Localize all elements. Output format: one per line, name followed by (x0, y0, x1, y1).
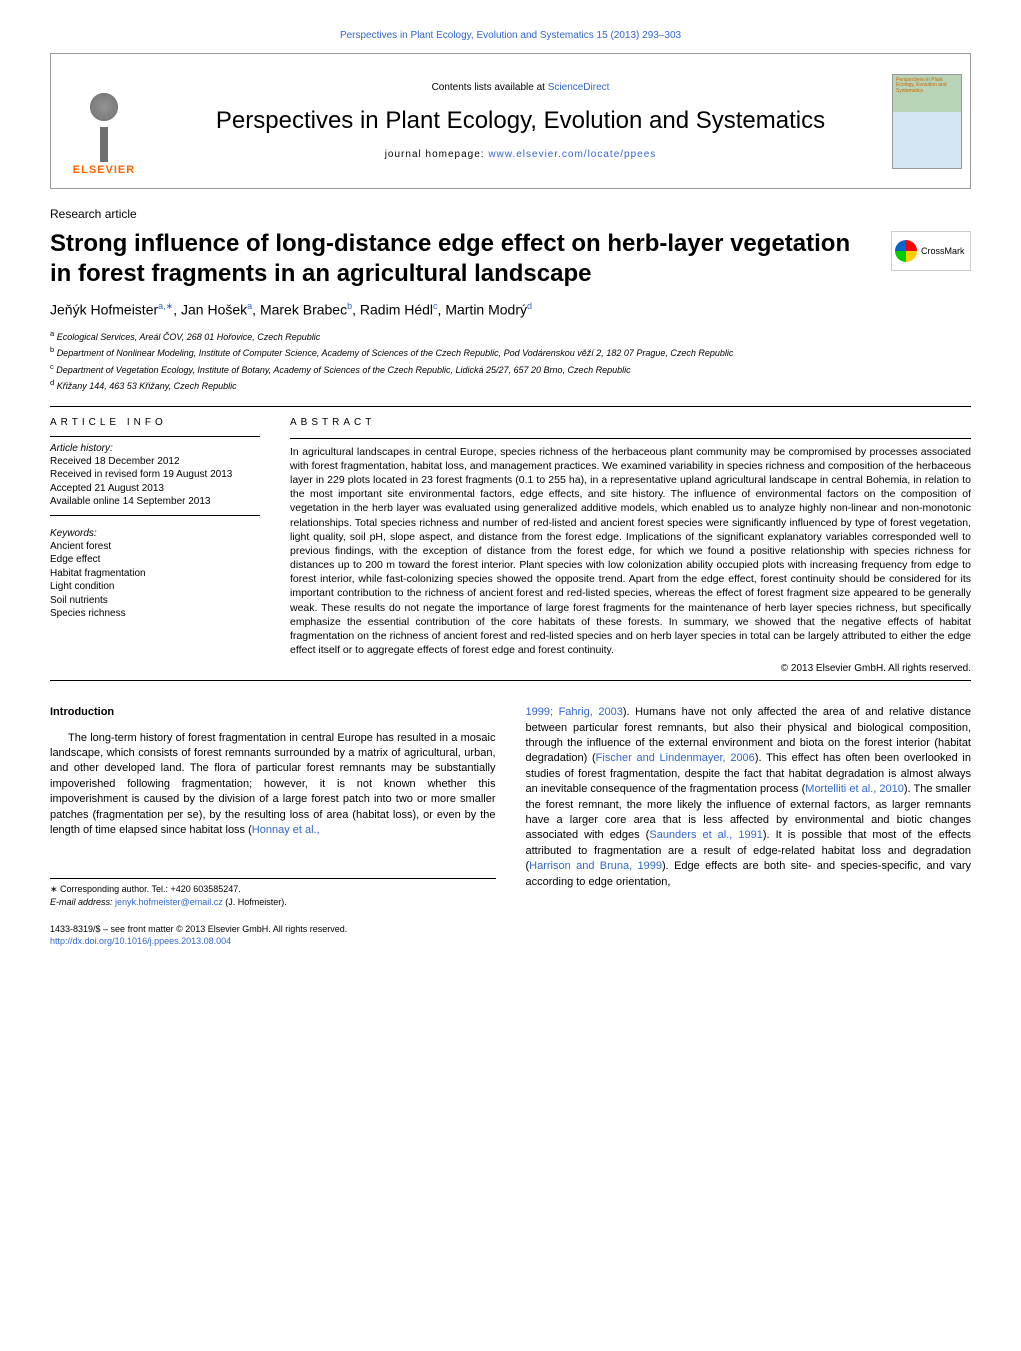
journal-cover-thumbnail: Perspectives in Plant Ecology, Evolution… (892, 74, 962, 169)
email-line: E-mail address: jenyk.hofmeister@email.c… (50, 896, 496, 909)
history-revised: Received in revised form 19 August 2013 (50, 468, 260, 482)
keyword-2: Habitat fragmentation (50, 567, 260, 581)
article-info-heading: article info (50, 417, 260, 428)
contents-prefix: Contents lists available at (432, 82, 548, 93)
article-title: Strong influence of long-distance edge e… (50, 229, 971, 289)
keywords-heading: Keywords: (50, 528, 260, 539)
citation-fahrig[interactable]: 1999; Fahrig, 2003 (526, 706, 623, 718)
citation-saunders[interactable]: Saunders et al., 1991 (649, 829, 762, 841)
email-link[interactable]: jenyk.hofmeister@email.cz (115, 897, 223, 907)
doi-link[interactable]: http://dx.doi.org/10.1016/j.ppees.2013.0… (50, 936, 231, 946)
issn-text: 1433-8319/$ – see front matter © 2013 El… (50, 923, 971, 936)
article-type-label: Research article (50, 207, 971, 221)
journal-title: Perspectives in Plant Ecology, Evolution… (149, 107, 892, 135)
history-online: Available online 14 September 2013 (50, 495, 260, 509)
elsevier-logo: ELSEVIER (59, 66, 149, 176)
abstract-copyright: © 2013 Elsevier GmbH. All rights reserve… (290, 663, 971, 674)
history-accepted: Accepted 21 August 2013 (50, 482, 260, 496)
history-heading: Article history: (50, 443, 260, 454)
rule-info-2 (50, 515, 260, 516)
keywords-block: Keywords: Ancient forest Edge effect Hab… (50, 528, 260, 621)
author-1: Jeňýk Hofmeister (50, 302, 158, 318)
journal-reference-header: Perspectives in Plant Ecology, Evolution… (50, 30, 971, 41)
history-received: Received 18 December 2012 (50, 455, 260, 469)
body-two-column: Introduction The long-term history of fo… (50, 705, 971, 908)
author-3-sep: , Marek Brabec (252, 302, 347, 318)
footnotes-block: ∗ Corresponding author. Tel.: +420 60358… (50, 878, 496, 908)
rule-above-info (50, 406, 971, 407)
footer-issn-line: 1433-8319/$ – see front matter © 2013 El… (50, 923, 971, 948)
abstract-column: abstract In agricultural landscapes in c… (290, 417, 971, 675)
citation-harrison[interactable]: Harrison and Bruna, 1999 (529, 860, 662, 872)
cover-title-text: Perspectives in Plant Ecology, Evolution… (893, 75, 961, 98)
introduction-heading: Introduction (50, 705, 496, 720)
info-abstract-row: article info Article history: Received 1… (50, 417, 971, 675)
journal-homepage-line: journal homepage: www.elsevier.com/locat… (149, 149, 892, 160)
intro-paragraph-1-cont: 1999; Fahrig, 2003). Humans have not onl… (526, 705, 972, 890)
crossmark-icon (895, 240, 917, 262)
author-5-affil: d (527, 301, 532, 311)
homepage-link[interactable]: www.elsevier.com/locate/ppees (488, 149, 656, 160)
citation-fischer[interactable]: Fischer and Lindenmayer, 2006 (596, 752, 755, 764)
contents-list-line: Contents lists available at ScienceDirec… (149, 82, 892, 93)
author-4-sep: , Radim Hédl (352, 302, 433, 318)
affiliation-c: c Department of Vegetation Ecology, Inst… (50, 361, 971, 378)
rule-info-1 (50, 436, 260, 437)
affiliation-a: a Ecological Services, Areál ČOV, 268 01… (50, 328, 971, 345)
author-2-sep: , Jan Hošek (173, 302, 247, 318)
citation-mortelliti[interactable]: Mortelliti et al., 2010 (805, 783, 904, 795)
email-label: E-mail address: (50, 897, 115, 907)
keyword-1: Edge effect (50, 553, 260, 567)
author-1-affil: a, (158, 301, 166, 311)
crossmark-badge[interactable]: CrossMark (891, 231, 971, 271)
email-suffix: (J. Hofmeister). (223, 897, 287, 907)
publisher-header-box: ELSEVIER Contents lists available at Sci… (50, 53, 971, 189)
keyword-5: Species richness (50, 607, 260, 621)
homepage-prefix: journal homepage: (385, 149, 489, 160)
author-5-sep: , Martin Modrý (438, 302, 527, 318)
crossmark-label: CrossMark (921, 246, 965, 256)
keyword-3: Light condition (50, 580, 260, 594)
keyword-4: Soil nutrients (50, 594, 260, 608)
article-info-column: article info Article history: Received 1… (50, 417, 260, 675)
affiliation-b: b Department of Nonlinear Modeling, Inst… (50, 344, 971, 361)
rule-abstract-1 (290, 438, 971, 439)
authors-line: Jeňýk Hofmeistera,∗, Jan Hošeka, Marek B… (50, 301, 971, 318)
citation-honnay[interactable]: Honnay et al., (252, 824, 320, 836)
body-column-left: Introduction The long-term history of fo… (50, 705, 496, 908)
elsevier-tree-icon (69, 87, 139, 162)
header-center: Contents lists available at ScienceDirec… (149, 82, 892, 160)
rule-below-abstract (50, 680, 971, 681)
body-column-right: 1999; Fahrig, 2003). Humans have not onl… (526, 705, 972, 908)
keyword-0: Ancient forest (50, 540, 260, 554)
sciencedirect-link[interactable]: ScienceDirect (548, 82, 610, 93)
intro-paragraph-1: The long-term history of forest fragment… (50, 731, 496, 839)
abstract-text: In agricultural landscapes in central Eu… (290, 445, 971, 658)
elsevier-brand-text: ELSEVIER (73, 164, 135, 176)
corresponding-author-note: ∗ Corresponding author. Tel.: +420 60358… (50, 883, 496, 896)
affiliations-block: a Ecological Services, Areál ČOV, 268 01… (50, 328, 971, 394)
affiliation-d: d Křižany 144, 463 53 Křižany, Czech Rep… (50, 377, 971, 394)
abstract-heading: abstract (290, 417, 971, 428)
